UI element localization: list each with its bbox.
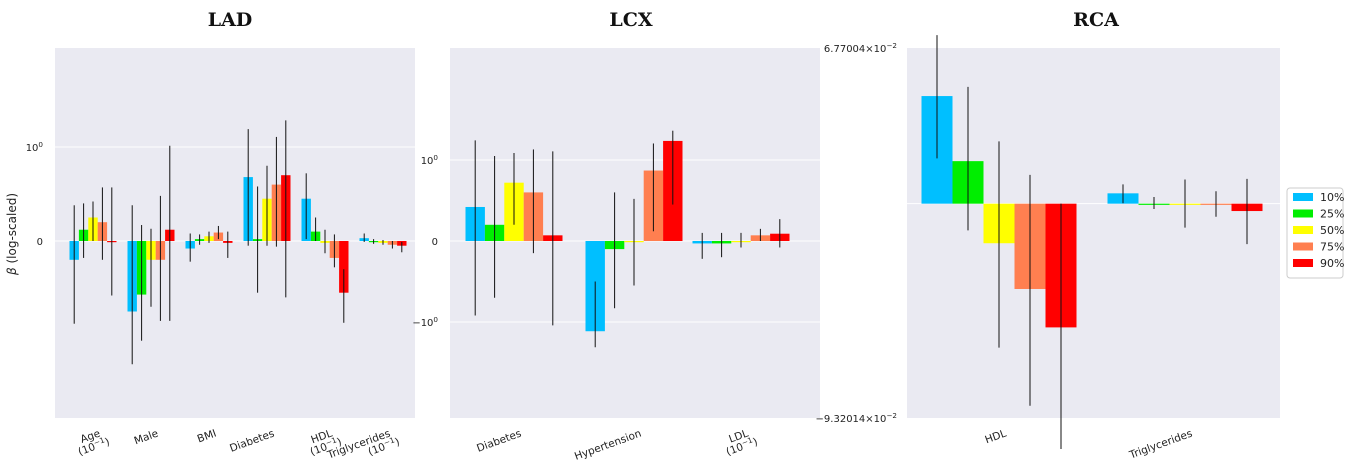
x-tick-label: Male: [133, 428, 160, 448]
bar: [339, 241, 349, 293]
x-tick-label: Diabetes: [228, 428, 276, 455]
panel-lad: LAD 100 0 Age(10−1) Male BMI Diabetes HDL(10−1)…: [26, 9, 415, 462]
y-tick-label: 100: [421, 153, 439, 168]
legend-label: 10%: [1320, 191, 1344, 204]
legend: 10% 25% 50% 75% 90%: [1286, 187, 1344, 279]
x-tick-label: Triglycerides: [1127, 428, 1194, 462]
legend-swatch: [1293, 226, 1313, 234]
x-tick-label: HDL: [983, 427, 1008, 446]
y-axis-label: β (log-scaled): [5, 193, 19, 276]
y-tick-label: 6.77004×10−2: [824, 41, 897, 56]
panel-title: LCX: [609, 9, 652, 31]
panel-lcx: LCX 100 0 −100 Diabetes Hypertension LDL(10−1): [412, 9, 820, 462]
panel-title: RCA: [1073, 9, 1119, 31]
legend-swatch: [1293, 242, 1313, 251]
plot-background: [55, 48, 415, 418]
y-tick-label: −100: [412, 315, 438, 330]
panel-title: LAD: [208, 9, 253, 31]
x-tick-label: HDL(10−1): [305, 425, 344, 458]
legend-label: 75%: [1320, 241, 1344, 254]
legend-swatch: [1293, 193, 1313, 201]
legend-label: 25%: [1320, 208, 1344, 221]
y-tick-label: 0: [432, 237, 438, 248]
legend-swatch: [1293, 259, 1313, 267]
y-tick-label: 100: [26, 140, 44, 155]
x-tick-label: BMI: [196, 428, 218, 446]
plot-background: [907, 48, 1280, 418]
legend-label: 50%: [1320, 224, 1344, 237]
y-tick-label: 0: [37, 237, 43, 248]
y-tick-label: −9.32014×10−2: [816, 411, 897, 426]
panel-rca: RCA 6.77004×10−2 −9.32014×10−2 HDL Triglycer…: [816, 9, 1280, 462]
x-tick-label: Diabetes: [475, 428, 523, 455]
legend-label: 90%: [1320, 257, 1344, 270]
x-tick-label: Hypertension: [573, 428, 643, 462]
x-tick-label: Age(10−1): [73, 425, 112, 458]
x-tick-label: LDL(10−1): [721, 425, 760, 458]
legend-swatch: [1293, 209, 1313, 218]
